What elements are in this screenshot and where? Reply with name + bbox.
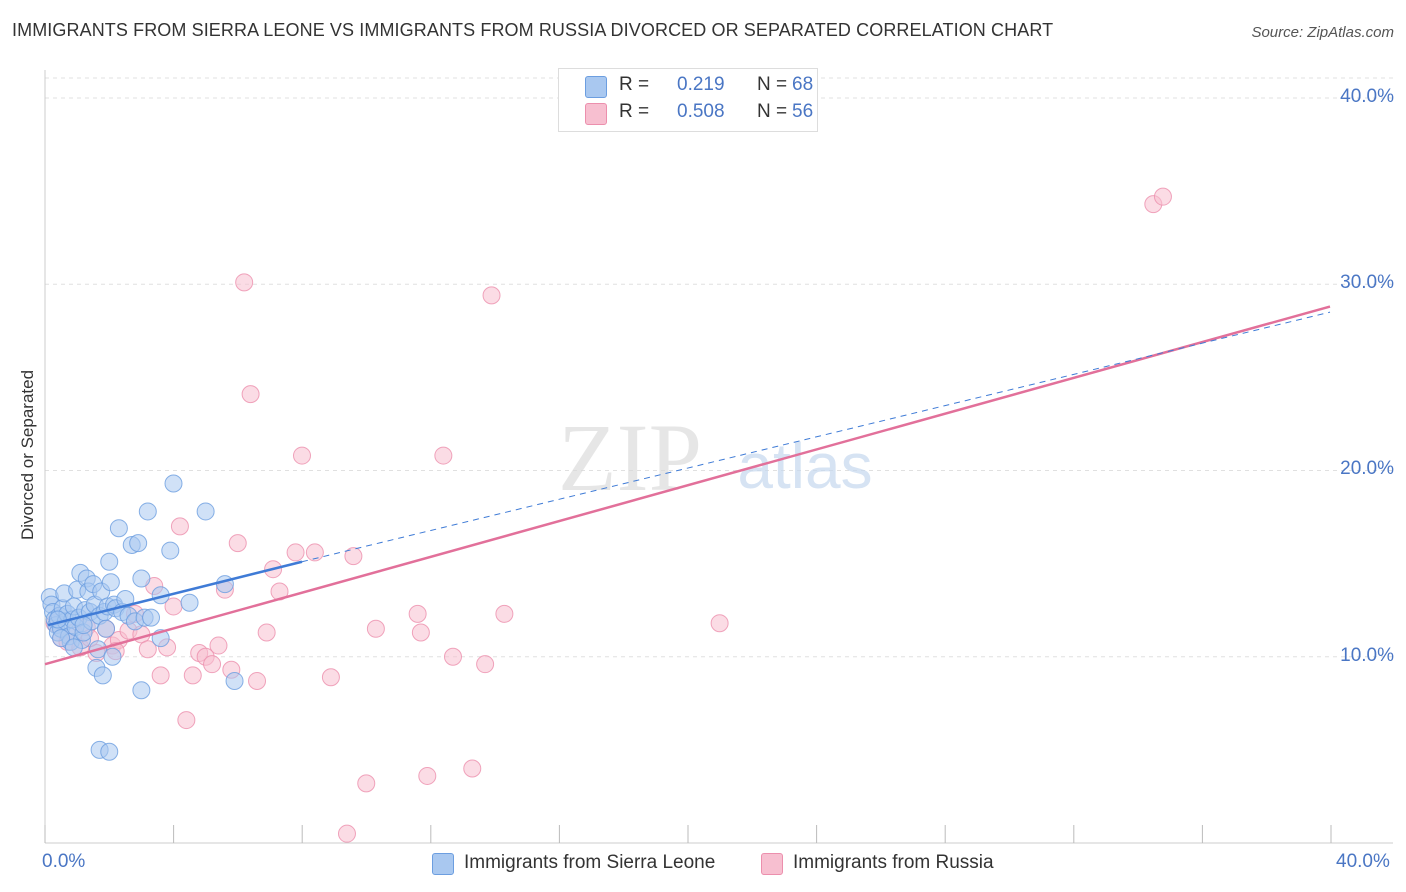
point-russia bbox=[710, 614, 729, 633]
point-sierra-leone bbox=[132, 681, 151, 700]
point-russia bbox=[293, 446, 311, 465]
point-russia bbox=[209, 636, 228, 655]
point-sierra-leone bbox=[196, 502, 215, 521]
point-russia bbox=[305, 543, 324, 562]
grid-lines bbox=[45, 77, 1393, 658]
series-sierra-leone-points bbox=[40, 474, 244, 761]
point-sierra-leone bbox=[103, 647, 122, 666]
point-russia bbox=[321, 668, 340, 687]
trend-line-russia bbox=[44, 305, 1331, 666]
point-russia bbox=[443, 647, 462, 666]
x-tick-label-min: 0.0% bbox=[42, 851, 86, 872]
legend-label-russia: Immigrants from Russia bbox=[793, 852, 994, 873]
trend-line-sierra-leone-extension bbox=[301, 311, 1331, 563]
y-tick-label: 30.0% bbox=[1340, 272, 1394, 294]
point-sierra-leone bbox=[52, 629, 71, 648]
point-russia bbox=[434, 446, 453, 465]
point-sierra-leone bbox=[74, 616, 93, 635]
point-sierra-leone bbox=[129, 534, 148, 553]
trend-line-sierra-leone bbox=[47, 560, 303, 627]
point-russia bbox=[476, 655, 495, 674]
point-sierra-leone bbox=[142, 608, 161, 627]
point-russia bbox=[357, 774, 376, 793]
point-russia bbox=[411, 623, 430, 642]
x-tick-label-max: 40.0% bbox=[1336, 851, 1390, 872]
legend-r-value: 0.508 bbox=[677, 101, 725, 122]
legend-n-label: N = bbox=[757, 74, 788, 95]
point-sierra-leone bbox=[161, 541, 180, 560]
legend-swatch-pink bbox=[585, 103, 607, 125]
point-russia bbox=[151, 666, 170, 685]
point-russia bbox=[286, 543, 305, 562]
point-sierra-leone bbox=[109, 519, 128, 538]
point-russia bbox=[170, 517, 189, 536]
point-russia bbox=[235, 273, 254, 292]
y-tick-label: 10.0% bbox=[1340, 644, 1394, 666]
point-russia bbox=[228, 534, 247, 553]
legend-n-value: 56 bbox=[792, 101, 814, 122]
series-legend: Immigrants from Sierra Leone Immigrants … bbox=[0, 852, 1406, 878]
point-sierra-leone bbox=[180, 593, 199, 612]
legend-r-label: R = bbox=[619, 74, 650, 95]
point-russia bbox=[495, 604, 514, 623]
legend-n-label: N = bbox=[757, 101, 788, 122]
point-sierra-leone bbox=[100, 742, 119, 761]
point-russia bbox=[241, 385, 260, 404]
point-russia bbox=[463, 759, 482, 778]
point-russia bbox=[337, 824, 356, 843]
point-sierra-leone bbox=[101, 573, 120, 592]
point-russia bbox=[482, 286, 501, 305]
point-russia bbox=[183, 666, 202, 685]
watermark-zip: ZIP bbox=[558, 404, 702, 511]
point-russia bbox=[257, 623, 276, 642]
legend-swatch-blue bbox=[585, 76, 607, 98]
point-sierra-leone bbox=[132, 569, 151, 588]
series-russia-points bbox=[45, 187, 1172, 843]
axes bbox=[44, 70, 1393, 844]
y-axis-title: Divorced or Separated bbox=[18, 369, 37, 541]
point-russia bbox=[344, 547, 363, 566]
point-russia bbox=[138, 640, 157, 659]
source-label: Source: ZipAtlas.com bbox=[1251, 24, 1394, 41]
point-sierra-leone bbox=[97, 619, 116, 638]
point-russia bbox=[418, 766, 437, 785]
legend-swatch-pink bbox=[761, 853, 783, 875]
legend-label-sierra-leone: Immigrants from Sierra Leone bbox=[464, 852, 716, 873]
point-sierra-leone bbox=[93, 666, 112, 685]
chart-title: IMMIGRANTS FROM SIERRA LEONE VS IMMIGRAN… bbox=[12, 20, 1054, 40]
trend-lines bbox=[44, 305, 1331, 666]
point-russia bbox=[177, 711, 196, 730]
legend-r-label: R = bbox=[619, 101, 650, 122]
point-russia bbox=[408, 604, 427, 623]
point-russia bbox=[1153, 187, 1172, 206]
point-russia bbox=[366, 619, 385, 638]
point-sierra-leone bbox=[225, 671, 244, 690]
correlation-legend: R = 0.219 N = 68 R = 0.508 N = 56 bbox=[558, 68, 818, 132]
legend-r-value: 0.219 bbox=[677, 74, 725, 95]
point-sierra-leone bbox=[100, 552, 119, 571]
point-sierra-leone bbox=[215, 575, 234, 594]
point-russia bbox=[248, 671, 267, 690]
watermark: ZIP atlas bbox=[558, 404, 873, 511]
point-sierra-leone bbox=[138, 502, 157, 521]
legend-swatch-blue bbox=[432, 853, 454, 875]
y-tick-label: 40.0% bbox=[1340, 85, 1394, 107]
point-sierra-leone bbox=[164, 474, 183, 493]
legend-n-value: 68 bbox=[792, 74, 814, 95]
point-russia bbox=[203, 655, 222, 674]
y-tick-label: 20.0% bbox=[1340, 458, 1394, 480]
